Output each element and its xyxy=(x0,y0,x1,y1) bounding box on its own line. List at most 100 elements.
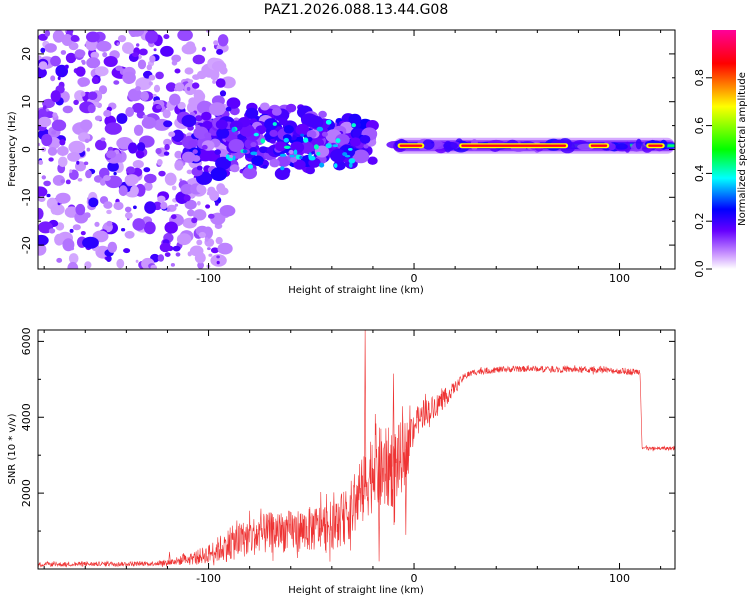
spectral-blob xyxy=(73,99,79,105)
spectral-blob xyxy=(124,212,133,219)
spectral-blob xyxy=(192,74,201,80)
spectral-blob xyxy=(72,224,81,231)
spectral-blob xyxy=(125,166,136,174)
ridge-bump xyxy=(443,141,458,150)
spectral-blob xyxy=(94,115,103,121)
spectral-blob xyxy=(105,255,112,262)
spectral-blob xyxy=(196,239,203,246)
spectral-blob xyxy=(165,82,177,92)
spectral-blob xyxy=(75,66,86,77)
spectral-blob xyxy=(124,230,135,239)
y-tick-label: 20 xyxy=(20,47,33,61)
spectral-blob xyxy=(41,175,46,180)
spectral-blob xyxy=(80,231,86,236)
spectral-blob xyxy=(286,103,297,113)
spectral-blob xyxy=(125,107,135,117)
spectral-blob xyxy=(60,179,65,184)
spectral-blob xyxy=(143,167,151,173)
spectral-blob xyxy=(163,151,170,156)
spectral-hotspot xyxy=(325,119,332,125)
spectral-blob xyxy=(196,100,213,114)
spectral-blob xyxy=(106,209,112,215)
spectral-blob xyxy=(205,204,211,209)
spectral-hotspot xyxy=(333,163,338,169)
spectral-blob xyxy=(38,142,41,147)
spectral-hotspot xyxy=(308,155,316,161)
spectral-blob xyxy=(219,90,227,97)
spectral-blob xyxy=(38,160,44,165)
spectral-blob xyxy=(135,150,145,159)
spectral-blob xyxy=(264,118,279,130)
spectral-blob xyxy=(195,115,203,122)
spectral-blob xyxy=(95,66,109,77)
spectral-blob xyxy=(38,207,44,220)
spectral-blob xyxy=(174,160,184,171)
spectral-blob xyxy=(215,119,228,130)
y-tick-label: 6000 xyxy=(20,327,33,355)
spectral-blob xyxy=(174,203,179,207)
spectral-blob xyxy=(77,77,90,87)
spectral-blob xyxy=(103,109,112,118)
spectral-blob xyxy=(132,218,146,231)
spectral-blob xyxy=(177,30,193,42)
spectral-blob xyxy=(58,156,68,168)
spectral-blob xyxy=(84,138,90,143)
snr-background xyxy=(38,330,675,569)
spectral-blob xyxy=(208,213,215,219)
spectral-blob xyxy=(65,52,77,64)
spectral-hotspot xyxy=(228,157,233,162)
spectral-blob xyxy=(192,149,198,154)
spectral-blob xyxy=(187,209,195,217)
spectral-blob xyxy=(96,40,112,52)
spectral-blob xyxy=(44,111,55,119)
spectral-blob xyxy=(137,59,147,70)
spectral-blob xyxy=(194,91,206,102)
spectral-hotspot xyxy=(348,148,353,151)
spectral-blob xyxy=(180,183,194,195)
spectral-blob xyxy=(149,55,156,63)
spectral-hotspot xyxy=(289,154,295,158)
spectral-blob xyxy=(103,201,113,209)
spectral-blob xyxy=(186,169,193,175)
spectral-blob xyxy=(293,159,306,170)
spectral-blob xyxy=(121,228,126,232)
snr-series-line xyxy=(38,330,675,568)
spectral-blob xyxy=(116,42,120,46)
spectral-blob xyxy=(269,129,278,137)
spectral-hotspot xyxy=(279,153,287,157)
spectral-blob xyxy=(155,71,164,80)
spectral-hotspot xyxy=(351,123,357,128)
spectral-blob xyxy=(259,146,268,154)
spectral-blob xyxy=(143,181,153,191)
spectral-blob xyxy=(156,159,163,166)
spectral-blob xyxy=(188,140,198,148)
spectral-blob xyxy=(171,185,177,191)
spectral-blob xyxy=(145,30,158,44)
spectral-blob xyxy=(44,30,51,37)
spectral-blob xyxy=(274,167,290,180)
spectral-blob xyxy=(188,97,198,106)
spectral-blob xyxy=(50,55,61,67)
colorbar-gradient xyxy=(712,30,736,269)
spectral-blob xyxy=(150,264,157,269)
spectral-blob xyxy=(128,30,145,37)
spectral-blob xyxy=(82,236,99,249)
spectral-blob xyxy=(321,131,328,137)
spectral-blob xyxy=(174,68,181,74)
spectral-blob xyxy=(38,186,48,198)
spectral-blob xyxy=(148,74,156,81)
spectral-blob xyxy=(80,119,93,131)
spectral-blob xyxy=(260,102,270,111)
spectral-blob xyxy=(174,150,183,159)
ridge-bump xyxy=(607,143,616,151)
y-tick-label: 4000 xyxy=(20,403,33,431)
spectral-blob xyxy=(245,107,259,119)
spectral-blob xyxy=(333,160,346,171)
spectral-blob xyxy=(239,124,255,137)
spectral-blob xyxy=(226,97,241,109)
spectral-blob xyxy=(290,156,298,163)
spectral-blob xyxy=(210,254,227,267)
spectral-blob xyxy=(209,102,226,116)
spectral-blob xyxy=(318,110,327,118)
spectral-blob xyxy=(157,254,165,262)
